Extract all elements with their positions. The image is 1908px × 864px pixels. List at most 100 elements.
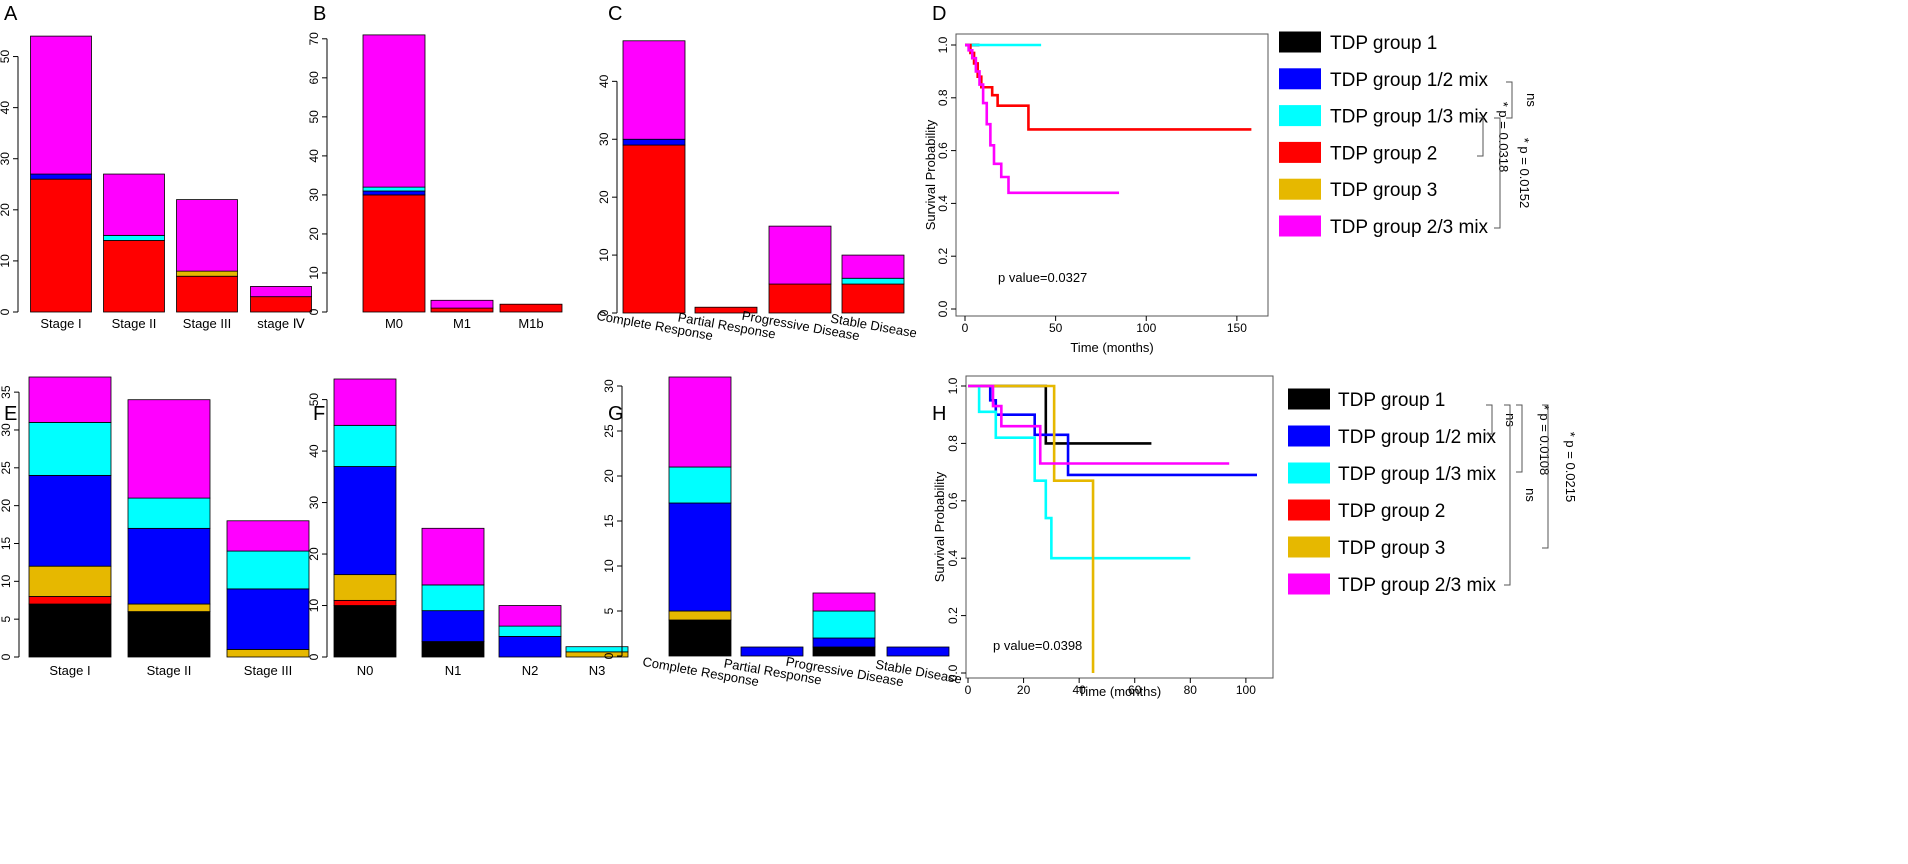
x-tick-label: 40 bbox=[1072, 683, 1086, 697]
category-label: N2 bbox=[522, 663, 539, 678]
y-axis-title: Survival Probability bbox=[932, 471, 947, 582]
y-tick-label: 20 bbox=[0, 499, 13, 513]
y-tick-label: 5 bbox=[602, 607, 616, 614]
bar-tdp-group-2-3-mix bbox=[668, 376, 732, 468]
significance-bracket bbox=[1494, 117, 1501, 229]
legend-label: TDP group 1/2 mix bbox=[1330, 70, 1489, 91]
bar-tdp-group-2-3-mix bbox=[30, 35, 92, 175]
bar-tdp-group-3 bbox=[226, 649, 310, 658]
x-axis-title: Time (months) bbox=[1070, 340, 1153, 355]
category-label: Stage I bbox=[40, 316, 81, 331]
panel-letter: A bbox=[4, 3, 18, 25]
legend: TDP group 1 TDP group 1/2 mix TDP group 1/… bbox=[1279, 31, 1489, 238]
y-tick-label: 0 bbox=[602, 652, 616, 659]
y-tick-label: 0.4 bbox=[946, 550, 960, 567]
bar-tdp-group-2 bbox=[841, 283, 905, 314]
x-tick-label: 150 bbox=[1227, 321, 1247, 335]
y-tick-label: 35 bbox=[0, 385, 13, 399]
bar-tdp-group-1-3-mix bbox=[498, 625, 562, 637]
x-tick-label: 0 bbox=[965, 683, 972, 697]
bar-tdp-group-1-2-mix bbox=[668, 502, 732, 612]
bar-tdp-group-1-2-mix bbox=[886, 646, 950, 657]
bar-tdp-group-1-3-mix bbox=[668, 466, 732, 504]
category-label: stage Ⅳ bbox=[257, 316, 304, 331]
bar-tdp-group-2 bbox=[176, 275, 238, 313]
km-curve-tdp-group-2-3-mix bbox=[965, 43, 1120, 195]
bar-tdp-group-1 bbox=[333, 605, 397, 658]
bar-tdp-group-2 bbox=[103, 240, 165, 313]
y-tick-label: 15 bbox=[602, 514, 616, 528]
category-label: M1 bbox=[453, 316, 471, 331]
legend-label: TDP group 1 bbox=[1338, 390, 1445, 411]
plot-frame bbox=[965, 375, 1274, 679]
panel-h: H 0 20 40 60 80 100 Time (months) 0.0 0.2 0.4 0.6 0.… bbox=[932, 375, 1578, 699]
bar-tdp-group-2-3-mix bbox=[430, 299, 494, 309]
bar-tdp-group-1-2-mix bbox=[421, 610, 485, 642]
legend-swatch-tdp-group-2-3-mix bbox=[1279, 215, 1321, 237]
bar-tdp-group-1 bbox=[127, 611, 211, 658]
y-tick-label: 15 bbox=[0, 536, 13, 550]
panel-b: B 0 10 20 30 40 50 60 70 M0 M1 M1b bbox=[307, 3, 563, 331]
bar-tdp-group-1-2-mix bbox=[333, 466, 397, 576]
legend-swatch-tdp-group-1-3-mix bbox=[1279, 105, 1321, 127]
y-tick-label: 30 bbox=[0, 152, 12, 166]
legend-label: TDP group 1/2 mix bbox=[1338, 427, 1497, 448]
legend-swatch-tdp-group-1-2-mix bbox=[1279, 68, 1321, 90]
bar-tdp-group-2 bbox=[499, 303, 563, 313]
bar-tdp-group-1-2-mix bbox=[362, 190, 426, 196]
bar-tdp-group-3 bbox=[333, 574, 397, 601]
y-tick-label: 10 bbox=[307, 266, 321, 280]
p-value-annotation: p value=0.0398 bbox=[993, 638, 1082, 653]
y-tick-label: 50 bbox=[0, 50, 12, 64]
bar-tdp-group-2 bbox=[768, 283, 832, 314]
y-tick-label: 40 bbox=[307, 444, 321, 458]
panel-letter: E bbox=[4, 403, 17, 425]
bar-tdp-group-1-3-mix bbox=[841, 277, 905, 285]
km-curve-tdp-group-2-3-mix bbox=[968, 384, 1230, 465]
legend-swatch-tdp-group-1-3-mix bbox=[1288, 462, 1330, 484]
bar-tdp-group-2 bbox=[28, 596, 112, 605]
legend: TDP group 1 TDP group 1/2 mix TDP group 1/… bbox=[1288, 388, 1497, 596]
legend-label: TDP group 3 bbox=[1330, 180, 1437, 201]
x-tick-label: 100 bbox=[1136, 321, 1156, 335]
plot-frame bbox=[955, 33, 1269, 317]
bar-tdp-group-2-3-mix bbox=[250, 286, 312, 298]
y-tick-label: 25 bbox=[0, 461, 13, 475]
y-tick-label: 50 bbox=[307, 393, 321, 407]
legend-label: TDP group 1 bbox=[1330, 33, 1437, 54]
bar-tdp-group-2 bbox=[622, 144, 686, 314]
category-label: Stage II bbox=[112, 316, 157, 331]
bar-tdp-group-2 bbox=[30, 178, 92, 313]
panel-letter: H bbox=[932, 403, 946, 425]
category-label: M1b bbox=[518, 316, 543, 331]
bar-tdp-group-2-3-mix bbox=[421, 527, 485, 586]
significance-label: * p = 0.0108 bbox=[1537, 405, 1552, 475]
bar-tdp-group-2-3-mix bbox=[841, 254, 905, 279]
y-tick-label: 0.6 bbox=[936, 142, 950, 159]
y-tick-label: 0.0 bbox=[946, 664, 960, 681]
significance-label: * p = 0.0215 bbox=[1563, 432, 1578, 502]
km-curve-tdp-group-3 bbox=[968, 384, 1095, 673]
legend-swatch-tdp-group-1-2-mix bbox=[1288, 425, 1330, 447]
y-tick-label: 40 bbox=[0, 101, 12, 115]
bar-tdp-group-1-3-mix bbox=[421, 584, 485, 612]
x-tick-label: 80 bbox=[1184, 683, 1198, 697]
category-label: Stage I bbox=[49, 663, 90, 678]
legend-swatch-tdp-group-2-3-mix bbox=[1288, 573, 1330, 595]
bar-tdp-group-1-3-mix bbox=[333, 424, 397, 467]
x-tick-label: 100 bbox=[1236, 683, 1256, 697]
p-value-annotation: p value=0.0327 bbox=[998, 270, 1087, 285]
bar-tdp-group-3 bbox=[176, 270, 238, 277]
bar-tdp-group-2-3-mix bbox=[28, 376, 112, 423]
bar-tdp-group-1-2-mix bbox=[740, 646, 804, 657]
bar-tdp-group-2-3-mix bbox=[226, 520, 310, 552]
legend-label: TDP group 1/3 mix bbox=[1330, 107, 1489, 128]
significance-label: ns bbox=[1523, 488, 1538, 502]
panel-letter: B bbox=[313, 3, 326, 25]
bar-tdp-group-1-2-mix bbox=[127, 527, 211, 605]
category-label: N3 bbox=[589, 663, 606, 678]
y-tick-label: 0.0 bbox=[936, 300, 950, 317]
panel-a: A 0 10 20 30 40 50 Stage I Stage II Stage III stag… bbox=[0, 3, 312, 331]
panel-letter: G bbox=[608, 403, 624, 425]
bar-tdp-group-2 bbox=[250, 296, 312, 313]
